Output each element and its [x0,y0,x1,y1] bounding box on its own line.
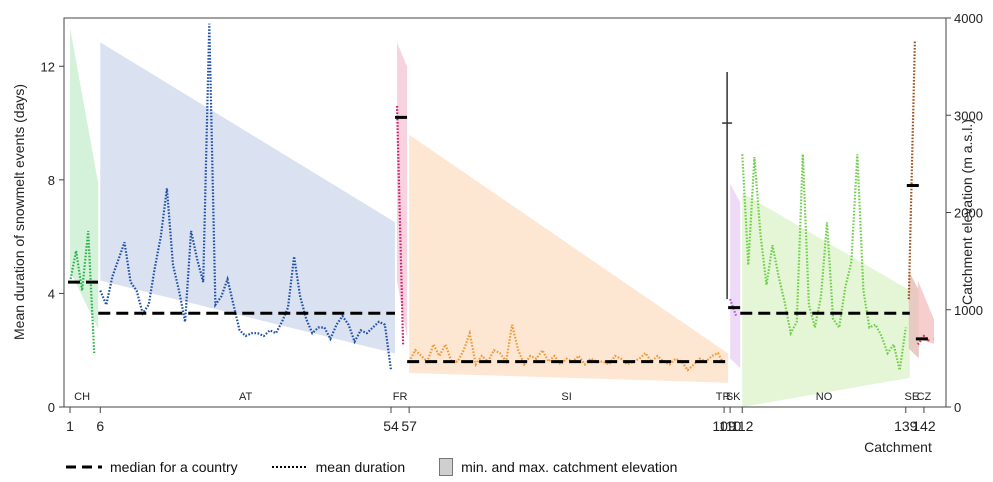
legend: median for a country mean duration min. … [66,456,711,478]
gray-box-icon [439,458,454,476]
elevation-band-ch [70,27,99,330]
x-tick-label: 139 [894,418,918,434]
legend-median-label: median for a country [110,459,238,475]
y-left-tick-label: 4 [48,286,55,301]
country-label-se: SE [904,391,919,403]
country-label-fr: FR [393,391,408,403]
country-label-cz: CZ [917,391,932,403]
dotted-line-icon [271,466,308,468]
x-tick-label: 57 [401,418,417,434]
x-tick-label: 109 [712,418,736,434]
elevation-band-cz [917,280,934,344]
y-right-tick-label: 2000 [954,206,983,221]
country-label-ch: CH [74,391,90,403]
mean-line-at [99,23,393,371]
x-tick-label: 1 [66,418,74,434]
y-axis-right-label: Catchment elevation (m a.s.l.) [959,119,975,305]
x-tick-label: 6 [96,418,104,434]
country-label-sk: SK [726,391,741,403]
elevation-band-sk [730,183,741,369]
mean-line-se [907,40,916,300]
legend-mean-label: mean duration [315,459,406,475]
x-tick-label: 110 [719,418,742,434]
legend-elevation: min. and max. catchment elevation [439,458,677,476]
median-markers [68,115,934,364]
elevation-band-si [409,134,729,383]
elevation-band-at [100,42,395,354]
mean-line-fr [395,105,405,345]
mean-line-si [408,324,726,372]
mean-line-cz [917,334,931,346]
y-right-tick-label: 0 [954,400,961,415]
country-label-no: NO [816,391,833,403]
elevation-band-se [908,270,919,359]
country-label-tr: TR [716,391,731,403]
country-label-si: SI [561,391,571,403]
y-right-tick-label: 3000 [954,108,983,123]
legend-median: median for a country [66,459,238,475]
y-left-tick-label: 12 [41,59,55,74]
x-tick-label: 54 [383,418,399,434]
dash-icon [66,465,102,469]
mean-duration-lines [68,23,931,372]
x-tick-label: 112 [731,418,754,434]
x-axis-label: Catchment [864,439,932,455]
country-label-at: AT [239,391,253,403]
elevation-fills [70,27,934,407]
y-left-tick-label: 8 [48,173,55,188]
y-left-tick-label: 0 [48,400,55,415]
x-tick-label: 142 [912,418,936,434]
legend-elevation-label: min. and max. catchment elevation [461,459,678,475]
y-right-tick-label: 1000 [954,303,983,318]
y-right-tick-label: 4000 [954,11,983,26]
legend-mean: mean duration [271,459,406,475]
elevation-band-no [742,193,910,407]
y-axis-left-label: Mean duration of snowmelt events (days) [11,84,27,340]
